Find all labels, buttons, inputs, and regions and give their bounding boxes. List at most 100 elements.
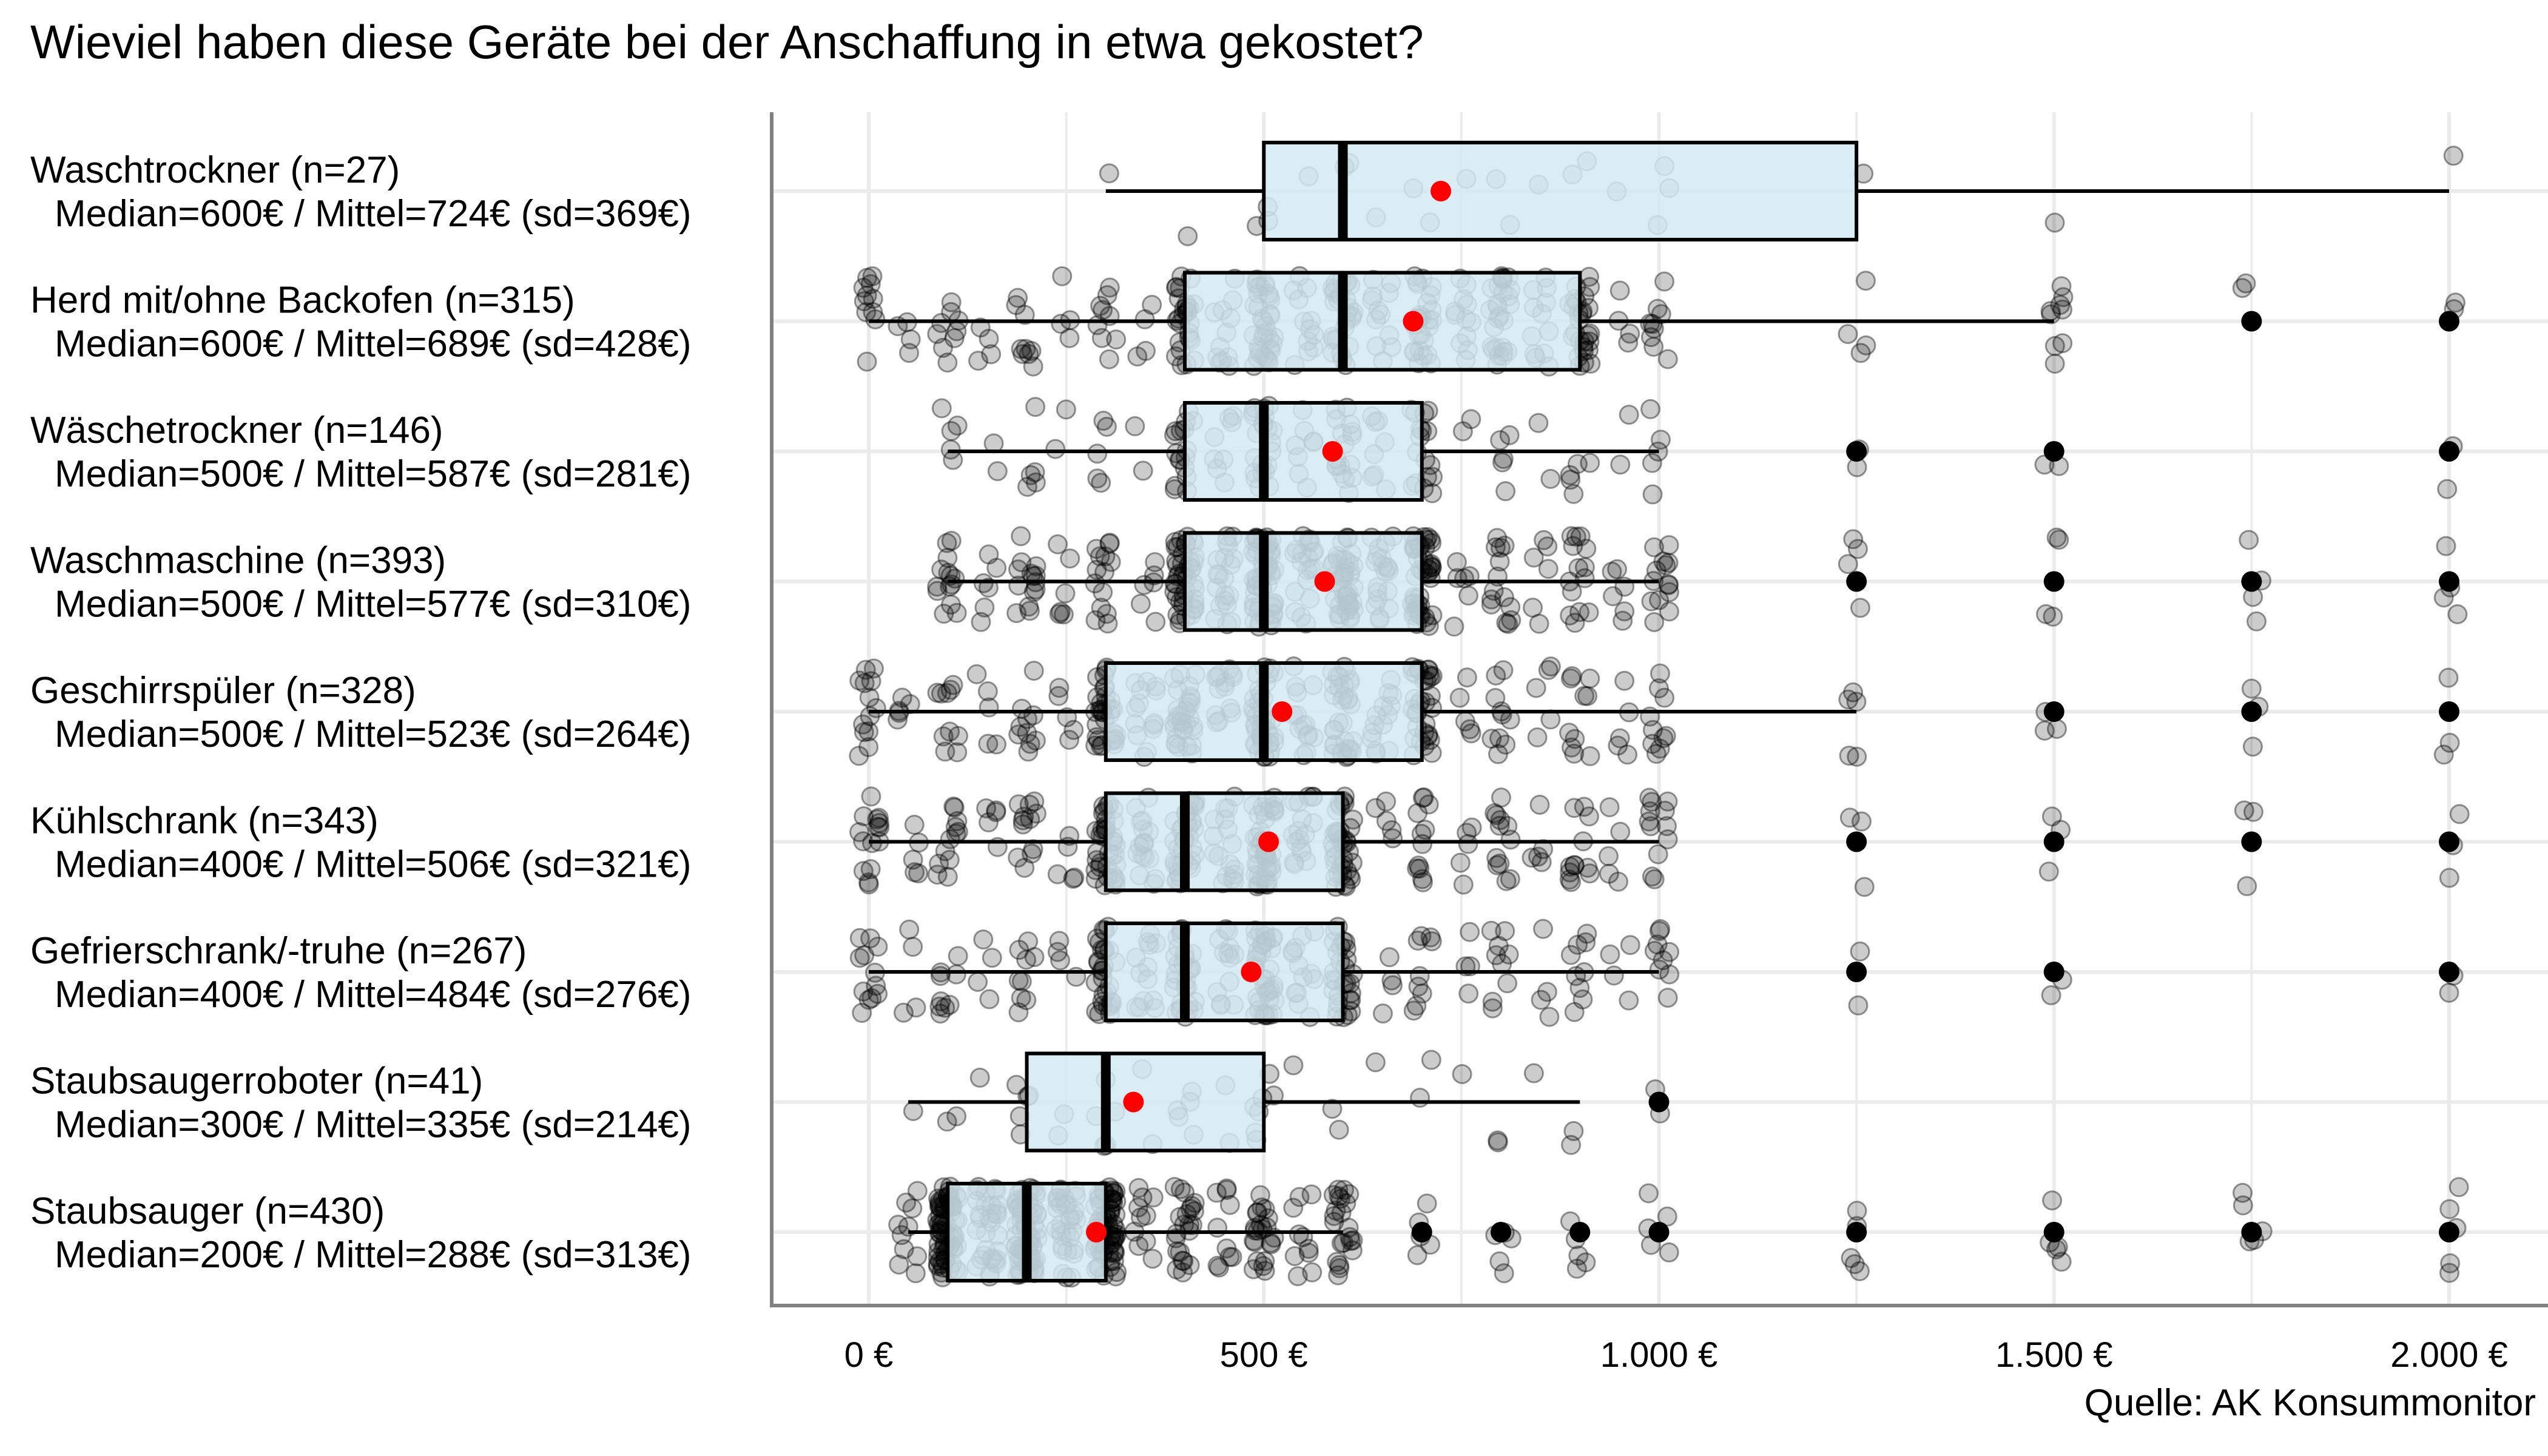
jitter-point <box>1523 1063 1544 1084</box>
jitter-point <box>1850 941 1870 962</box>
jitter-point <box>2042 1190 2063 1211</box>
jitter-point <box>1659 582 1679 602</box>
jitter-point <box>1609 280 1630 301</box>
jitter-point <box>1016 949 1037 970</box>
jitter-point <box>978 733 999 754</box>
jitter-point <box>2433 744 2454 765</box>
jitter-point <box>927 581 948 601</box>
jitter-point <box>1128 1236 1149 1256</box>
jitter-point <box>1008 848 1028 868</box>
jitter-point <box>1444 616 1464 637</box>
jitter-point <box>1618 332 1639 353</box>
jitter-point <box>1564 1002 1585 1022</box>
jitter-point <box>1181 1196 1202 1216</box>
jitter-point <box>1642 866 1662 887</box>
jitter-point <box>2051 1252 2072 1272</box>
jitter-point <box>1561 526 1582 547</box>
jitter-point <box>1283 1055 1304 1076</box>
jitter-point <box>905 862 925 883</box>
jitter-point <box>1327 1252 1347 1272</box>
jitter-point <box>1019 343 1039 364</box>
jitter-point <box>1839 807 1860 828</box>
outlier-point <box>2439 831 2459 852</box>
jitter-point <box>1539 1006 1560 1027</box>
jitter-point <box>858 874 879 895</box>
jitter-point <box>1646 744 1667 764</box>
x-tick-label: 1.000 € <box>1600 1335 1718 1375</box>
jitter-point <box>1529 613 1549 634</box>
jitter-point <box>1093 411 1114 431</box>
jitter-point <box>1105 1204 1126 1225</box>
jitter-point <box>1172 1250 1193 1271</box>
jitter-point <box>2233 1195 2253 1216</box>
jitter-point <box>1654 800 1675 821</box>
jitter-point <box>986 800 1006 821</box>
jitter-point <box>1064 868 1085 888</box>
jitter-point <box>1855 271 1876 291</box>
jitter-point <box>849 822 870 843</box>
jitter-point <box>2050 295 2071 315</box>
jitter-point <box>889 1254 909 1275</box>
jitter-point <box>1008 794 1029 815</box>
jitter-point <box>1053 604 1074 625</box>
jitter-point <box>2052 299 2073 320</box>
outlier-point <box>2241 1222 2262 1242</box>
jitter-point <box>2440 1253 2461 1273</box>
box-group <box>1105 141 2449 241</box>
jitter-point <box>1481 594 1502 615</box>
jitter-point <box>1018 931 1039 952</box>
jitter-point <box>1261 1234 1281 1255</box>
jitter-point <box>1495 734 1516 755</box>
jitter-point <box>940 721 960 742</box>
jitter-point <box>1500 869 1520 889</box>
jitter-point <box>1247 1202 1267 1223</box>
jitter-point <box>1047 864 1068 885</box>
jitter-point <box>1452 421 1473 442</box>
jitter-point <box>1049 931 1070 951</box>
jitter-point <box>1412 983 1432 1004</box>
x-tick-label-layer: 0 € 500 € 1.000 € 1.500 € 2.000 € <box>844 1335 2508 1375</box>
category-label: Wäschetrockner (n=146) <box>30 410 443 451</box>
jitter-point <box>1640 313 1660 334</box>
jitter-point <box>857 351 877 372</box>
jitter-point <box>893 1002 914 1023</box>
jitter-point <box>1164 425 1184 445</box>
category-stats-label: Median=300€ / Mittel=335€ (sd=214€) <box>55 1104 692 1146</box>
jitter-point <box>1134 309 1155 329</box>
jitter-point <box>1566 1258 1587 1279</box>
mean-point <box>1403 311 1424 332</box>
jitter-point <box>937 547 958 568</box>
jitter-point <box>1576 1252 1596 1273</box>
jitter-point <box>1099 533 1120 554</box>
jitter-point <box>1013 810 1033 831</box>
jitter-point <box>2236 273 2256 294</box>
jitter-point <box>899 343 920 363</box>
jitter-point <box>1166 443 1187 463</box>
category-stats-label: Median=500€ / Mittel=523€ (sd=264€) <box>55 713 692 755</box>
category-stats-label: Median=600€ / Mittel=689€ (sd=428€) <box>55 323 692 365</box>
jitter-point <box>1657 791 1678 812</box>
jitter-point <box>1406 996 1427 1016</box>
jitter-point <box>1642 484 1663 505</box>
box-group <box>948 531 2459 632</box>
jitter-point <box>1420 568 1441 588</box>
jitter-point <box>1607 559 1628 579</box>
jitter-point <box>2241 678 2262 699</box>
jitter-point <box>2439 982 2459 1003</box>
jitter-point <box>1059 328 1080 348</box>
jitter-point <box>1283 1198 1304 1218</box>
jitter-point <box>1179 1255 1200 1275</box>
jitter-point <box>1650 430 1671 450</box>
jitter-point <box>1333 1233 1353 1253</box>
outlier-point <box>2439 311 2459 332</box>
jitter-point <box>1461 409 1481 430</box>
jitter-point <box>1458 834 1478 854</box>
jitter-point <box>1025 462 1045 482</box>
jitter-point <box>1531 852 1552 872</box>
jitter-point <box>1097 285 1117 305</box>
jitter-point <box>1048 686 1069 706</box>
jitter-point <box>1579 806 1599 827</box>
jitter-point <box>1598 846 1619 866</box>
jitter-point <box>1008 288 1028 308</box>
jitter-point <box>947 416 968 436</box>
